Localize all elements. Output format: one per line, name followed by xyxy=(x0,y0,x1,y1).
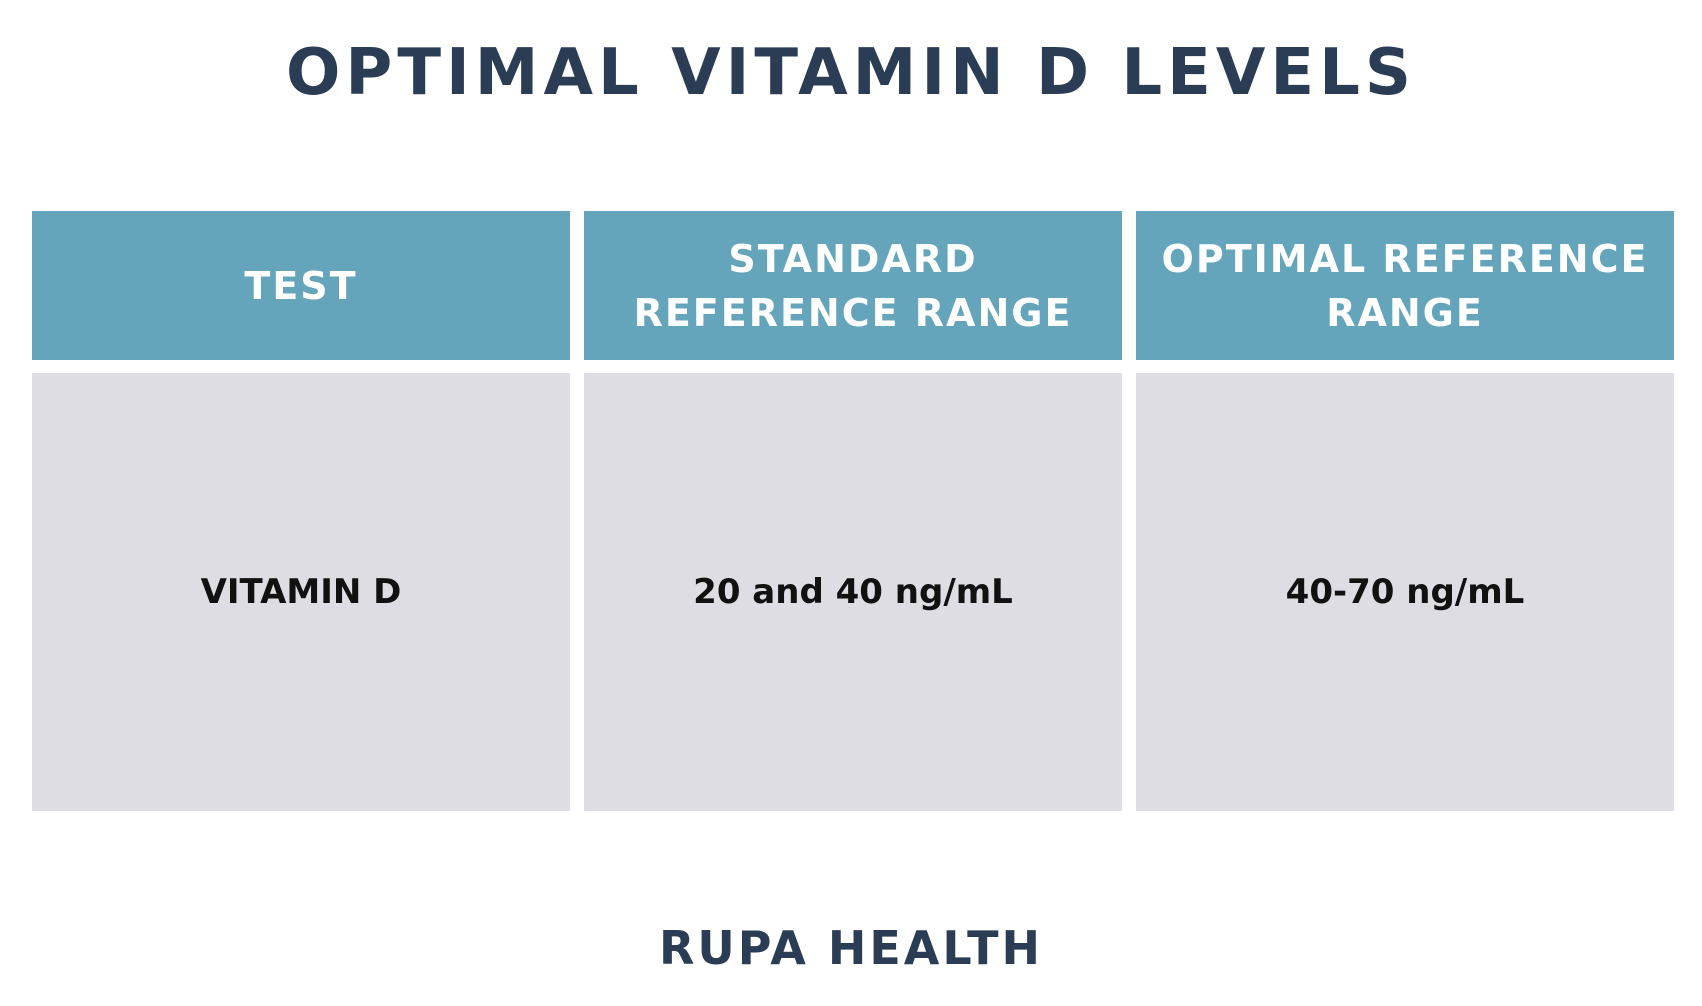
cell-standard-range: 20 and 40 ng/mL xyxy=(584,373,1122,811)
page-title: OPTIMAL VITAMIN D LEVELS xyxy=(286,36,1416,110)
cell-test-name: VITAMIN D xyxy=(32,373,570,811)
header-optimal-reference-range: OPTIMAL REFERENCE RANGE xyxy=(1136,211,1674,360)
vitamin-d-table: TEST STANDARD REFERENCE RANGE OPTIMAL RE… xyxy=(32,211,1674,811)
header-test: TEST xyxy=(32,211,570,360)
table-row: VITAMIN D 20 and 40 ng/mL 40-70 ng/mL xyxy=(32,373,1674,811)
brand-footer: RUPA HEALTH xyxy=(659,921,1043,975)
header-standard-reference-range: STANDARD REFERENCE RANGE xyxy=(584,211,1122,360)
table-header-row: TEST STANDARD REFERENCE RANGE OPTIMAL RE… xyxy=(32,211,1674,360)
cell-optimal-range: 40-70 ng/mL xyxy=(1136,373,1674,811)
